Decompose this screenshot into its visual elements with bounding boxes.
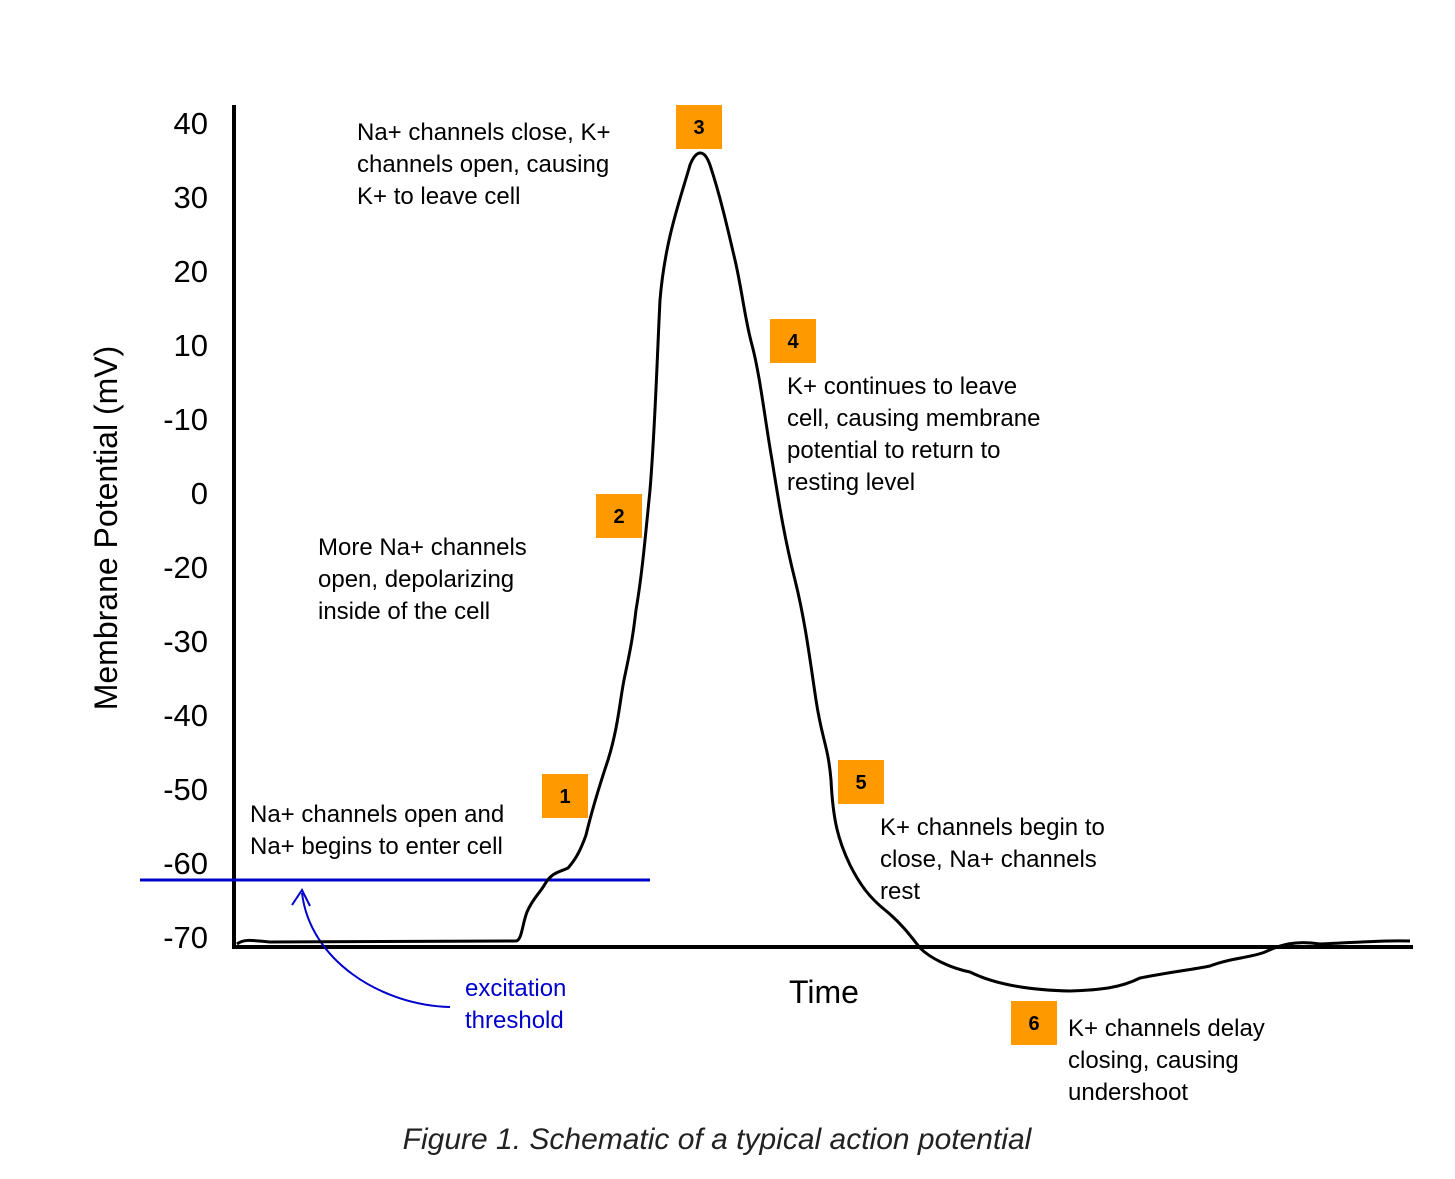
step-description: potential to return to — [787, 437, 1000, 464]
step-number: 1 — [559, 786, 570, 808]
step-badge — [596, 494, 642, 538]
step-badge — [542, 774, 588, 818]
step-description: inside of the cell — [318, 598, 490, 625]
step-badge — [838, 760, 884, 804]
step-description: close, Na+ channels — [880, 846, 1097, 873]
y-tick-label: 20 — [174, 254, 208, 289]
y-tick-label: -50 — [163, 772, 208, 807]
y-tick-label: 40 — [174, 106, 208, 141]
step-description: More Na+ channels — [318, 534, 527, 561]
step-badge — [1011, 1001, 1057, 1045]
step-description: Na+ channels close, K+ — [357, 119, 611, 146]
step-number: 4 — [787, 331, 799, 353]
step-description: open, depolarizing — [318, 566, 514, 593]
x-axis-title: Time — [789, 974, 859, 1010]
step-description: K+ channels delay — [1068, 1015, 1265, 1042]
caption: Figure 1. Schematic of a typical action … — [403, 1123, 1033, 1156]
step-description: rest — [880, 878, 920, 905]
y-tick-label: -10 — [163, 402, 208, 437]
step-description: Na+ channels open and — [250, 801, 504, 828]
y-tick-label: 10 — [174, 328, 208, 363]
step-description: resting level — [787, 469, 915, 496]
step-description: channels open, causing — [357, 151, 609, 178]
step-description: K+ continues to leave — [787, 373, 1017, 400]
y-tick-label: -20 — [163, 550, 208, 585]
y-axis-title: Membrane Potential (mV) — [88, 346, 124, 711]
y-tick-label: 0 — [191, 476, 208, 511]
step-description: Na+ begins to enter cell — [250, 833, 503, 860]
step-description: cell, causing membrane — [787, 405, 1040, 432]
threshold-label: threshold — [465, 1007, 564, 1034]
step-description: K+ channels begin to — [880, 814, 1105, 841]
y-tick-label: -30 — [163, 624, 208, 659]
step-number: 3 — [693, 117, 704, 139]
step-badge — [770, 319, 816, 363]
arrow-head — [291, 888, 311, 907]
y-tick-label: 30 — [174, 180, 208, 215]
action-potential-curve — [236, 151, 1411, 993]
threshold-label: excitation — [465, 975, 566, 1002]
y-tick-label: -40 — [163, 698, 208, 733]
step-number: 2 — [613, 506, 624, 528]
threshold-arrow — [301, 892, 451, 1008]
step-description: undershoot — [1068, 1079, 1188, 1106]
step-badge — [676, 105, 722, 149]
y-tick-label: -70 — [163, 920, 208, 955]
step-description: closing, causing — [1068, 1047, 1239, 1074]
y-tick-label: -60 — [163, 846, 208, 881]
step-number: 5 — [855, 772, 866, 794]
step-number: 6 — [1028, 1013, 1039, 1035]
step-description: K+ to leave cell — [357, 183, 520, 210]
